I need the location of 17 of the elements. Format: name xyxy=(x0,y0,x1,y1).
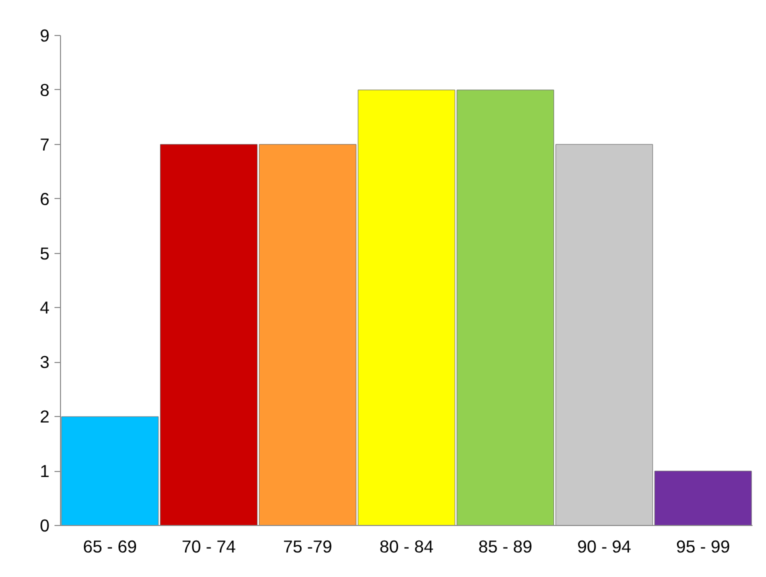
y-tick-label: 0 xyxy=(40,516,50,536)
x-tick-label: 75 -79 xyxy=(283,536,332,556)
x-tick-label: 85 - 89 xyxy=(478,536,532,556)
y-tick-label: 9 xyxy=(40,26,50,46)
y-tick-label: 3 xyxy=(40,352,50,372)
x-tick-label: 80 - 84 xyxy=(380,536,434,556)
y-tick-label: 1 xyxy=(40,461,50,482)
y-tick-label: 4 xyxy=(40,298,50,318)
x-tick-label: 90 - 94 xyxy=(577,536,632,556)
y-tick-label: 7 xyxy=(40,134,50,154)
x-tick-label: 65 - 69 xyxy=(82,536,137,556)
y-tick-label: 2 xyxy=(40,406,50,427)
y-tick-label: 5 xyxy=(40,243,50,264)
y-tick-label: 6 xyxy=(40,188,50,209)
x-tick-label: 95 - 99 xyxy=(676,536,730,556)
y-tick-label: 8 xyxy=(40,80,50,100)
x-tick-label: 70 - 74 xyxy=(182,536,236,556)
